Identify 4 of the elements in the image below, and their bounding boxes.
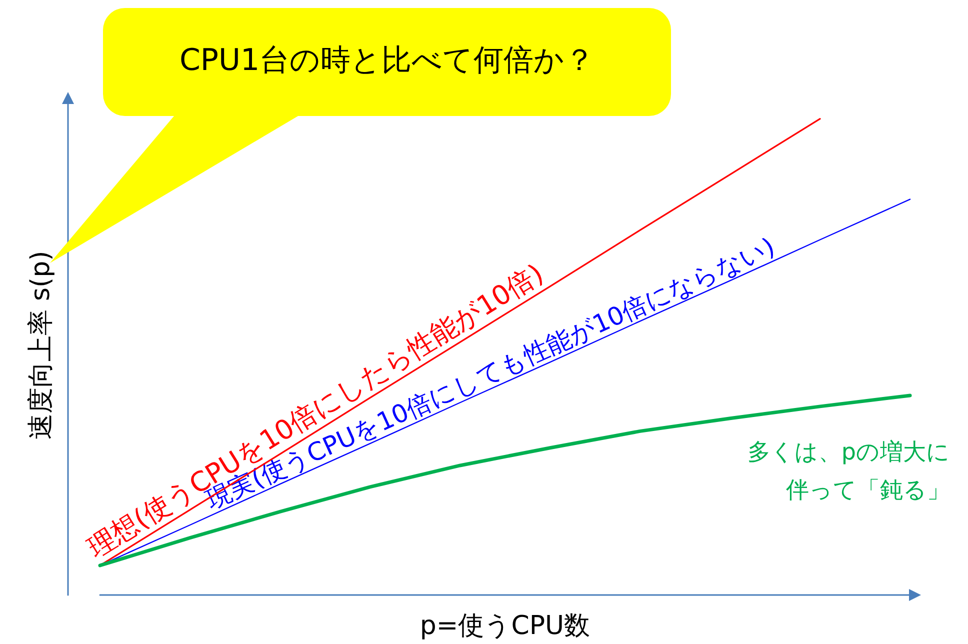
y-axis-title: 速度向上率 s(p) — [26, 250, 56, 440]
x-axis-title: p=使うCPU数 — [420, 611, 590, 641]
series-label: 多くは、pの増大に伴って「鈍る」 — [747, 439, 950, 504]
text: CPU1台の時と比べて何倍か？ — [178, 42, 596, 80]
